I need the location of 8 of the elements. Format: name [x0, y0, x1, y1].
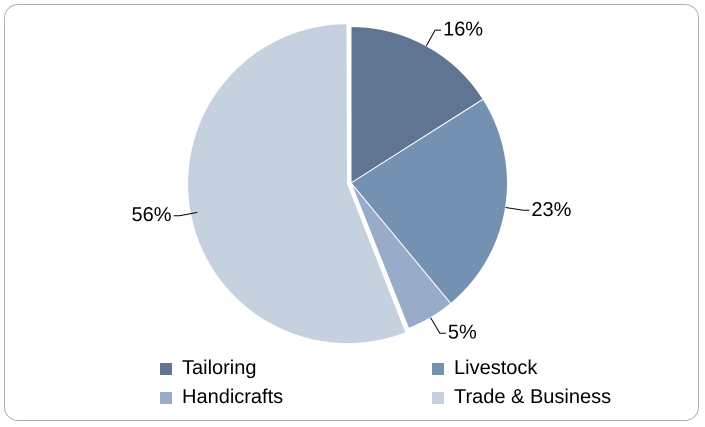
legend-label: Tailoring [182, 357, 256, 380]
legend-label: Handicrafts [182, 386, 284, 409]
data-label: 23% [531, 198, 572, 221]
legend-label: Livestock [454, 357, 538, 380]
data-label: 16% [443, 18, 484, 41]
data-label: 56% [132, 204, 172, 226]
data-label: 5% [448, 322, 477, 344]
legend-label: Trade & Business [454, 386, 612, 409]
